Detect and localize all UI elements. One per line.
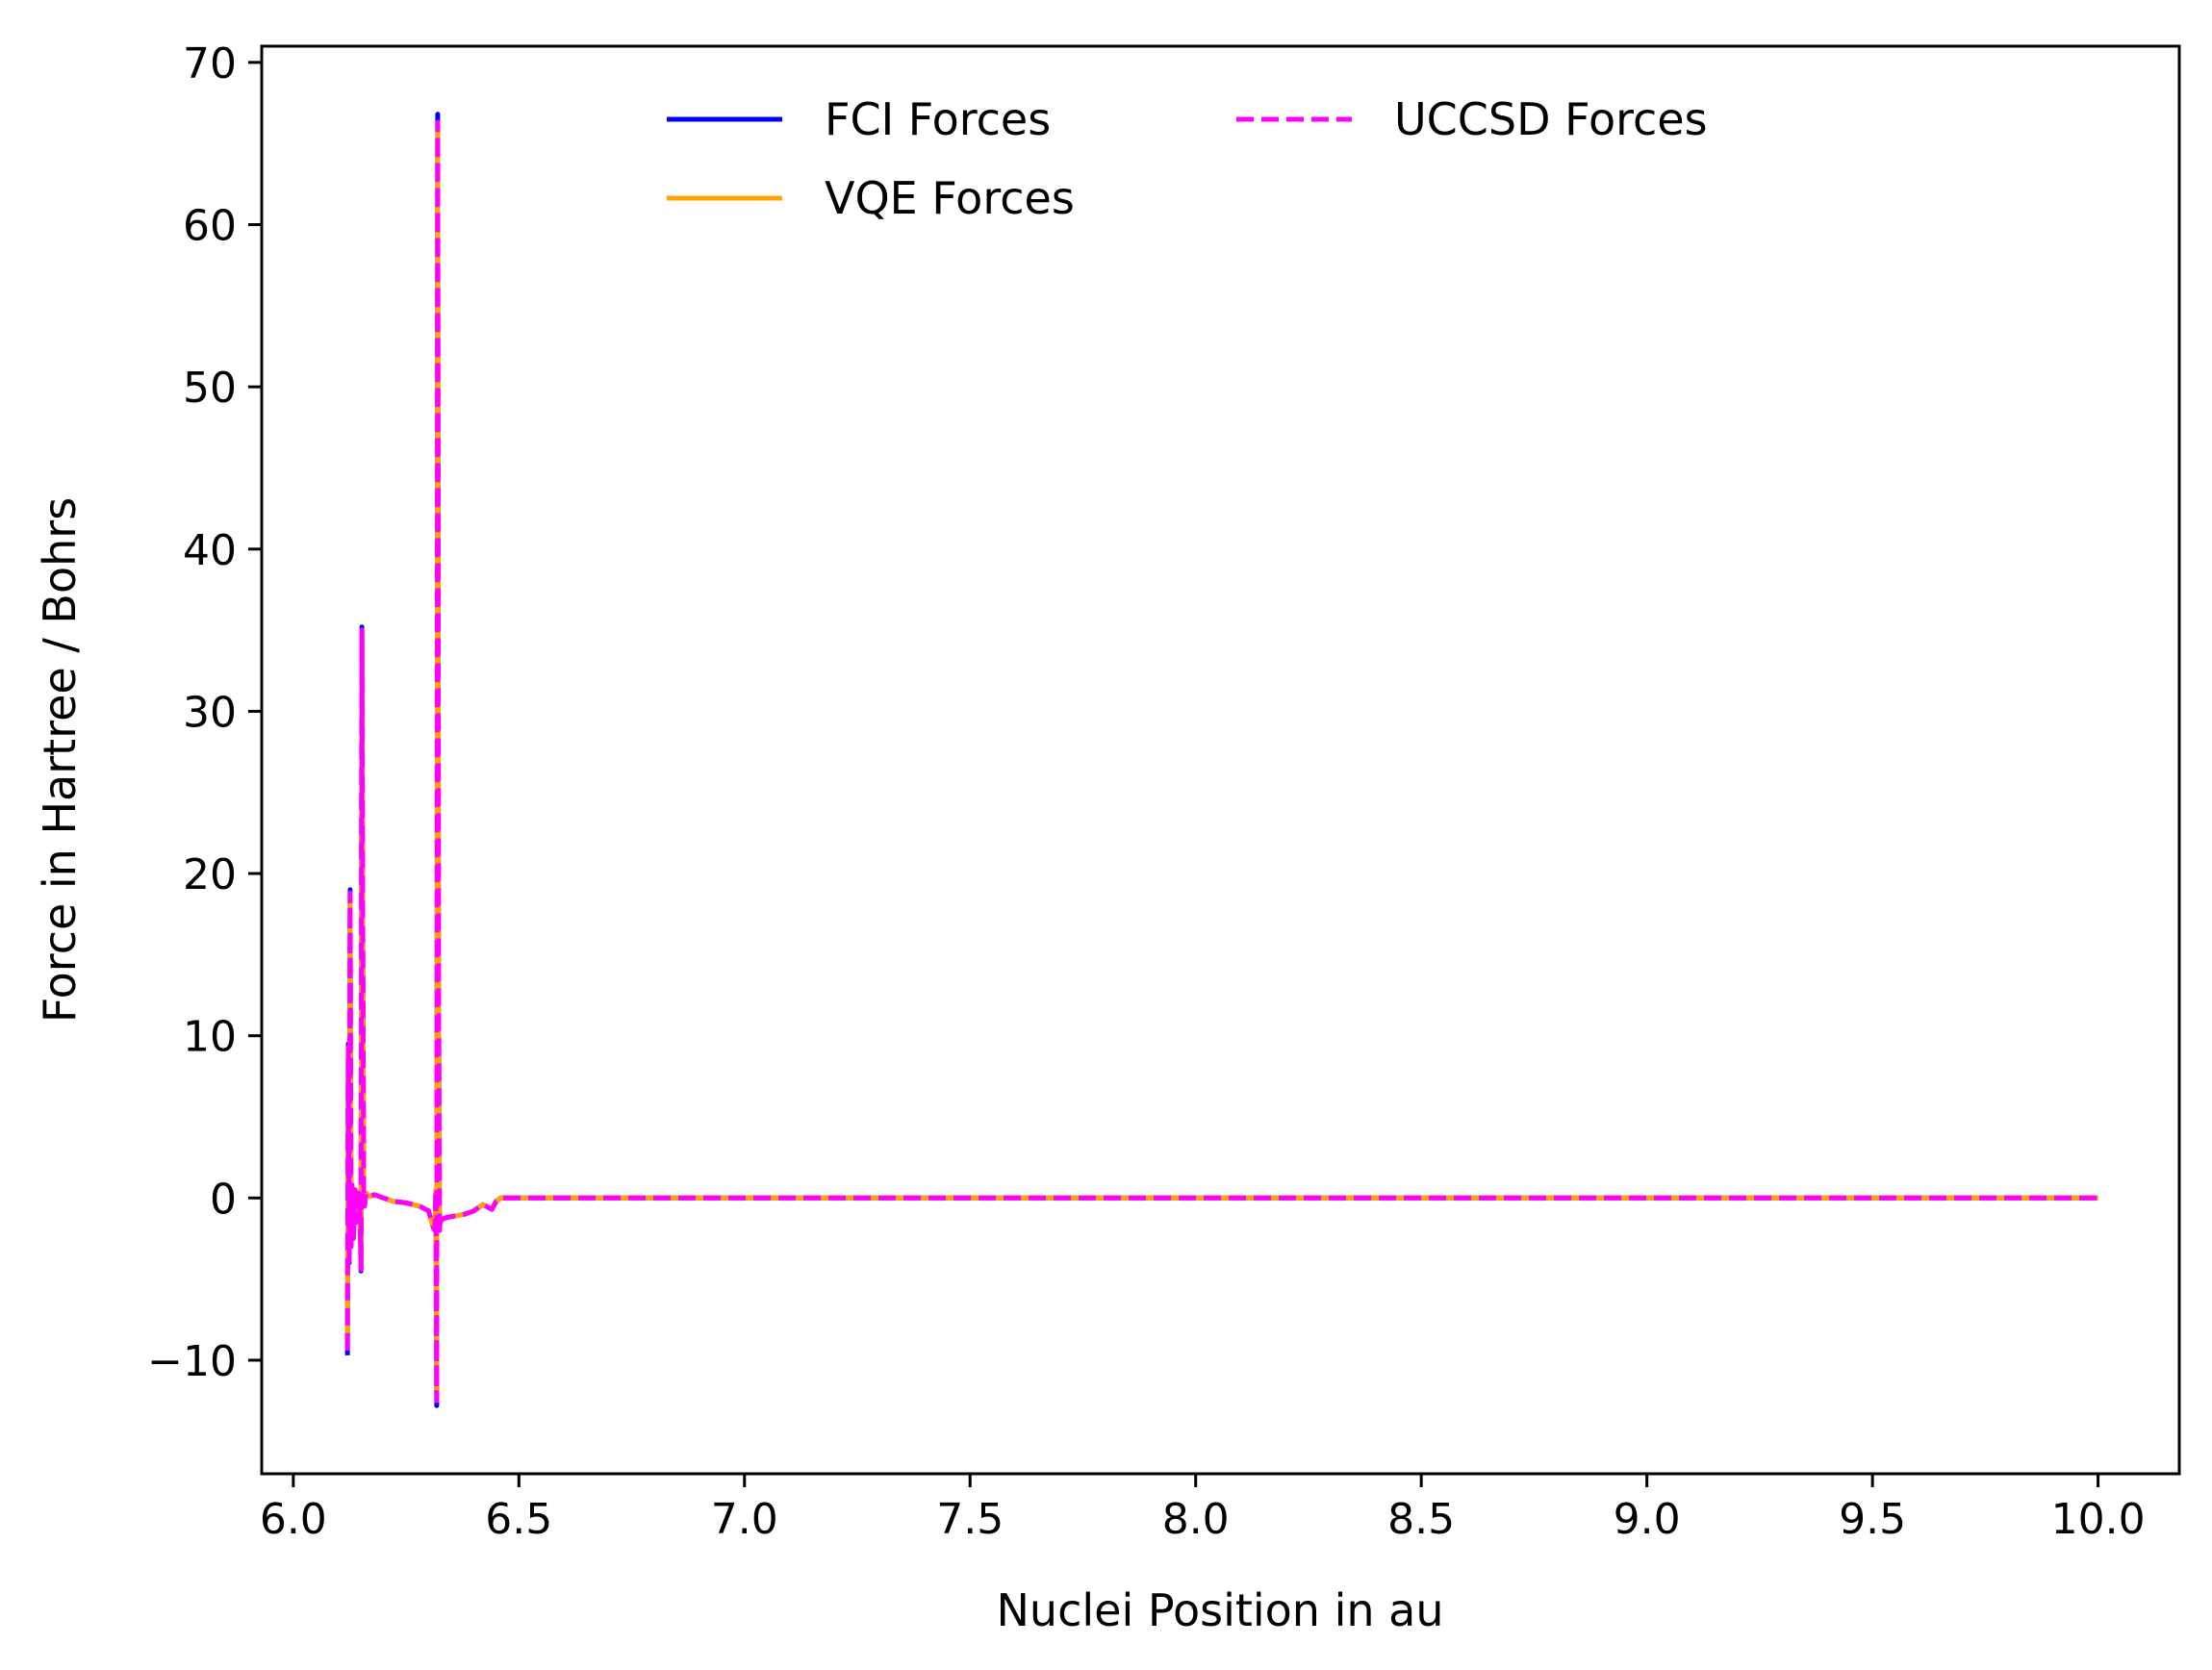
x-tick-label: 6.0 [260,1495,327,1544]
legend: FCI Forces VQE Forces UCCSD Forces [667,93,1708,224]
x-tick-label: 9.0 [1614,1495,1681,1544]
x-tick-label: 8.5 [1387,1495,1455,1544]
y-axis-ticks: −10 0 10 20 30 40 50 60 70 [147,39,262,1386]
x-tick-label: 7.5 [936,1495,1004,1544]
y-tick-label: 20 [183,850,237,899]
legend-label: UCCSD Forces [1394,93,1708,145]
x-tick-label: 10.0 [2051,1495,2146,1544]
y-tick-label: 30 [183,688,237,737]
y-tick-label: 40 [183,526,237,575]
axes-frame [260,44,2181,1476]
y-tick-label: −10 [147,1337,237,1386]
legend-label: VQE Forces [825,172,1075,224]
y-tick-label: 70 [183,39,237,89]
x-axis-label: Nuclei Position in au [997,1584,1444,1636]
y-axis-label: Force in Hartree / Bohrs [34,497,86,1023]
y-tick-label: 50 [183,364,237,413]
y-tick-label: 0 [210,1175,237,1224]
x-tick-label: 8.0 [1162,1495,1230,1544]
y-tick-label: 10 [183,1013,237,1062]
series-layer [344,112,2098,1408]
x-tick-label: 7.0 [711,1495,778,1544]
legend-label: FCI Forces [825,93,1051,145]
y-tick-label: 60 [183,202,237,251]
x-axis-ticks: 6.0 6.5 7.0 7.5 8.0 8.5 9.0 9.5 10.0 [260,1474,2146,1544]
x-tick-label: 9.5 [1839,1495,1906,1544]
series-line-uccsd-forces [344,119,2098,1404]
x-tick-label: 6.5 [485,1495,552,1544]
